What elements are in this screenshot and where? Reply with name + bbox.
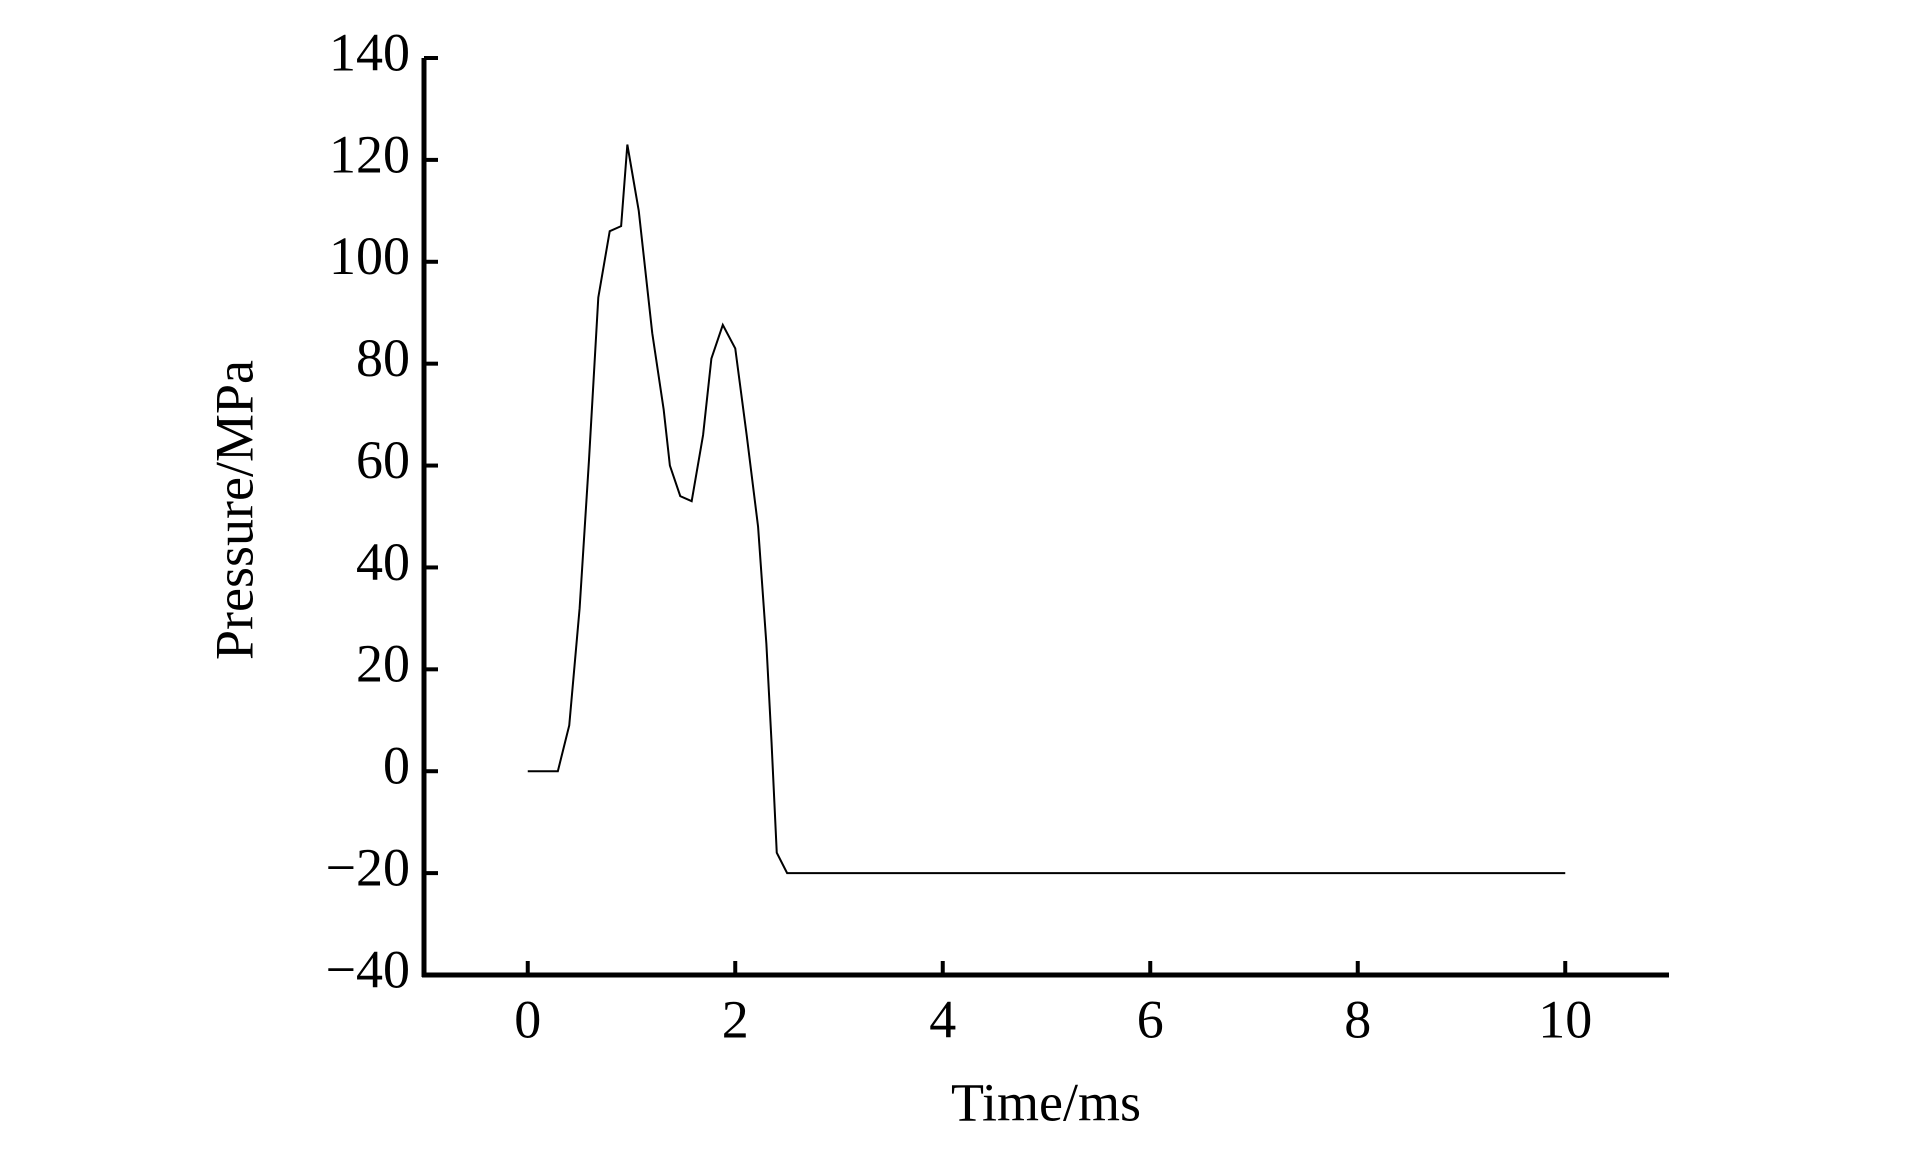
y-tick-label: 20 xyxy=(356,634,410,694)
y-tick-label: 100 xyxy=(329,226,410,286)
y-tick-label: 120 xyxy=(329,124,410,184)
x-tick-label: 0 xyxy=(514,989,541,1049)
x-tick-label: 4 xyxy=(929,989,956,1049)
y-tick-label: 80 xyxy=(356,328,410,388)
x-axis-label: Time/ms xyxy=(951,1072,1141,1132)
y-tick-label: 40 xyxy=(356,532,410,592)
x-tick-label: 2 xyxy=(722,989,749,1049)
y-tick-label: 0 xyxy=(383,736,410,796)
y-tick-label: −40 xyxy=(326,939,410,999)
y-tick-label: −20 xyxy=(326,838,410,898)
line-series xyxy=(527,144,1566,875)
x-tick-label: 10 xyxy=(1538,989,1592,1049)
x-tick-label: 6 xyxy=(1137,989,1164,1049)
y-tick-label: 60 xyxy=(356,430,410,490)
y-tick-label: 140 xyxy=(329,22,410,82)
y-axis-label: Pressure/MPa xyxy=(204,360,264,660)
x-tick-label: 8 xyxy=(1344,989,1371,1049)
